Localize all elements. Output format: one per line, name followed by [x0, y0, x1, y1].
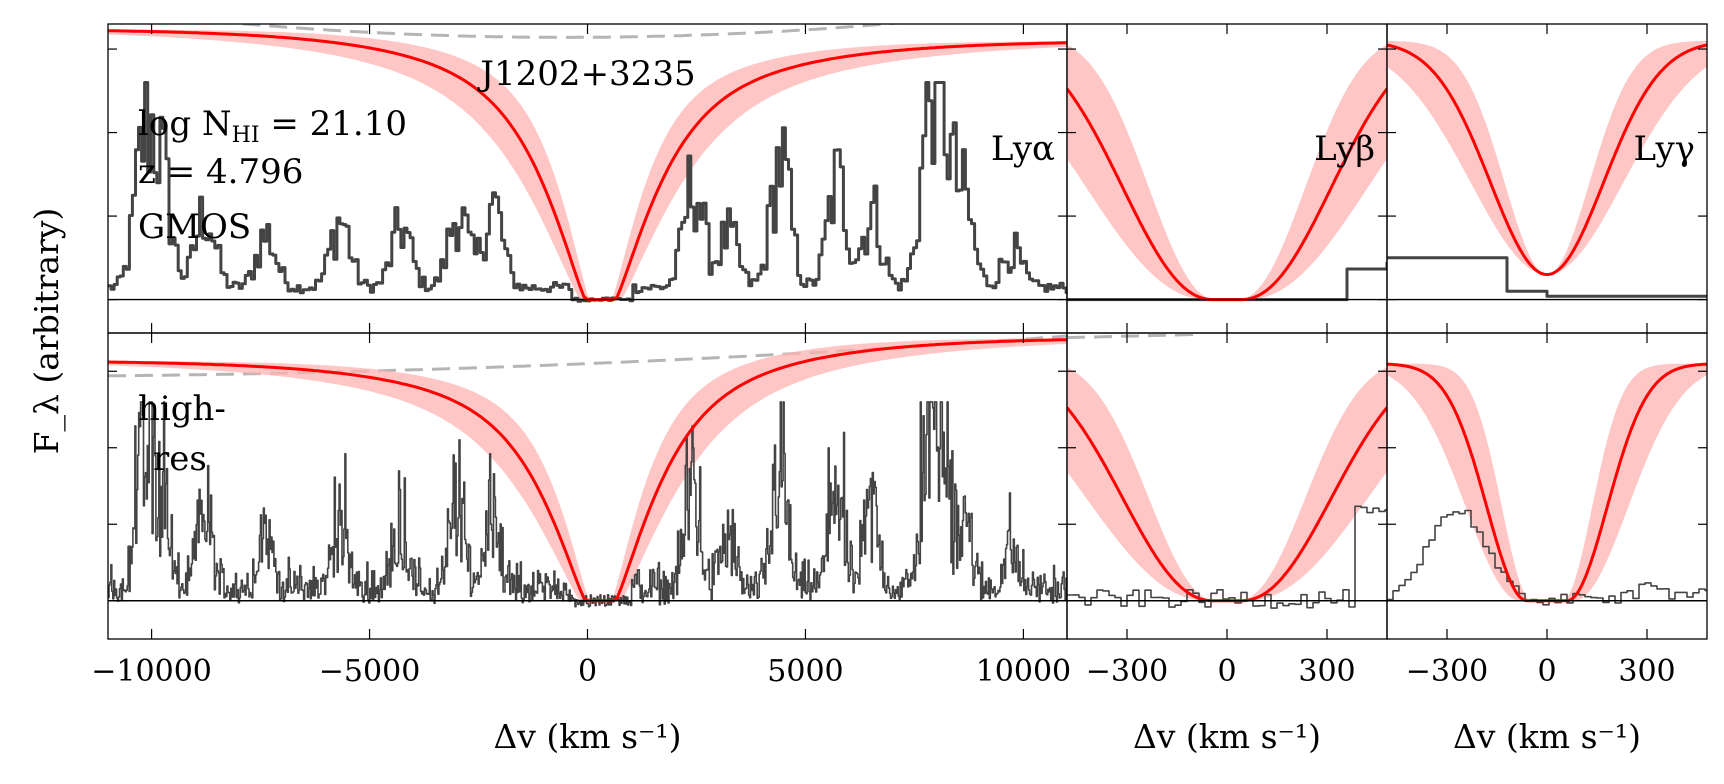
column-density-value: = 21.10 [260, 104, 407, 144]
flux-spectrum [1067, 505, 1387, 609]
spectrum-label-gmos: GMOS [138, 207, 251, 247]
model-uncertainty-band [1387, 363, 1707, 601]
panel-content [1067, 333, 1387, 609]
panel-r0-c0: Lyα [107, 23, 1068, 334]
panel-r1-c0: −10000 −5000 0 5000 10000 Δv (km s⁻¹) [91, 332, 1071, 756]
panel-r1-c2: −300 0 300 Δv (km s⁻¹) [1386, 332, 1708, 756]
plot-area: Lyα Lyβ Lyγ −10000 −5000 0 5000 10000 Δv (km s⁻¹… [91, 23, 1708, 756]
model-profile [1387, 43, 1707, 276]
transition-label: Lyβ [1314, 129, 1375, 169]
x-tick-label: 300 [1618, 654, 1675, 689]
x-axis-label: Δv (km s⁻¹) [1453, 717, 1641, 756]
figure-labels: F_λ (arbitrary) [27, 208, 67, 455]
x-tick-label: −10000 [91, 654, 212, 689]
panel-content [108, 334, 1067, 608]
redshift-label: z = 4.796 [138, 152, 303, 192]
flux-spectrum [1387, 256, 1707, 298]
panel-r0-c1: Lyβ [1066, 23, 1388, 334]
x-tick-label: 0 [578, 654, 597, 689]
object-name: J1202+3235 [477, 54, 695, 94]
x-axis-label: Δv (km s⁻¹) [493, 717, 681, 756]
flux-spectrum [108, 81, 1067, 303]
panel-content [1387, 362, 1707, 606]
spectrum-label-highres-line2: res [153, 439, 207, 479]
x-axis-label: Δv (km s⁻¹) [1133, 717, 1321, 756]
x-tick-label: −300 [1406, 654, 1488, 689]
axis-frame [107, 332, 1068, 640]
x-tick-label: 5000 [767, 654, 843, 689]
x-tick-label: 0 [1537, 654, 1556, 689]
panel-content [1067, 44, 1387, 302]
x-tick-label: 10000 [976, 654, 1071, 689]
panel-r0-c2: Lyγ [1386, 23, 1708, 334]
flux-spectrum [1387, 509, 1707, 606]
panel-content [1387, 40, 1707, 298]
x-tick-label: 300 [1298, 654, 1355, 689]
x-tick-label: 0 [1217, 654, 1236, 689]
flux-spectrum [108, 401, 1067, 608]
column-density-label: log NHI = 21.10 [138, 104, 407, 148]
panel-r1-c1: −300 0 300 Δv (km s⁻¹) [1066, 332, 1388, 756]
y-axis-label: F_λ (arbitrary) [27, 208, 67, 455]
continuum-line [1067, 333, 1194, 340]
spectrum-label-highres-line1: high- [138, 389, 226, 429]
flux-spectrum [1067, 261, 1387, 302]
transition-label: Lyγ [1633, 129, 1695, 169]
model-uncertainty-band [1387, 40, 1707, 275]
x-tick-label: −5000 [319, 654, 420, 689]
transition-label: Lyα [991, 129, 1055, 169]
x-tick-label: −300 [1086, 654, 1168, 689]
column-density-subscript: HI [232, 123, 260, 148]
